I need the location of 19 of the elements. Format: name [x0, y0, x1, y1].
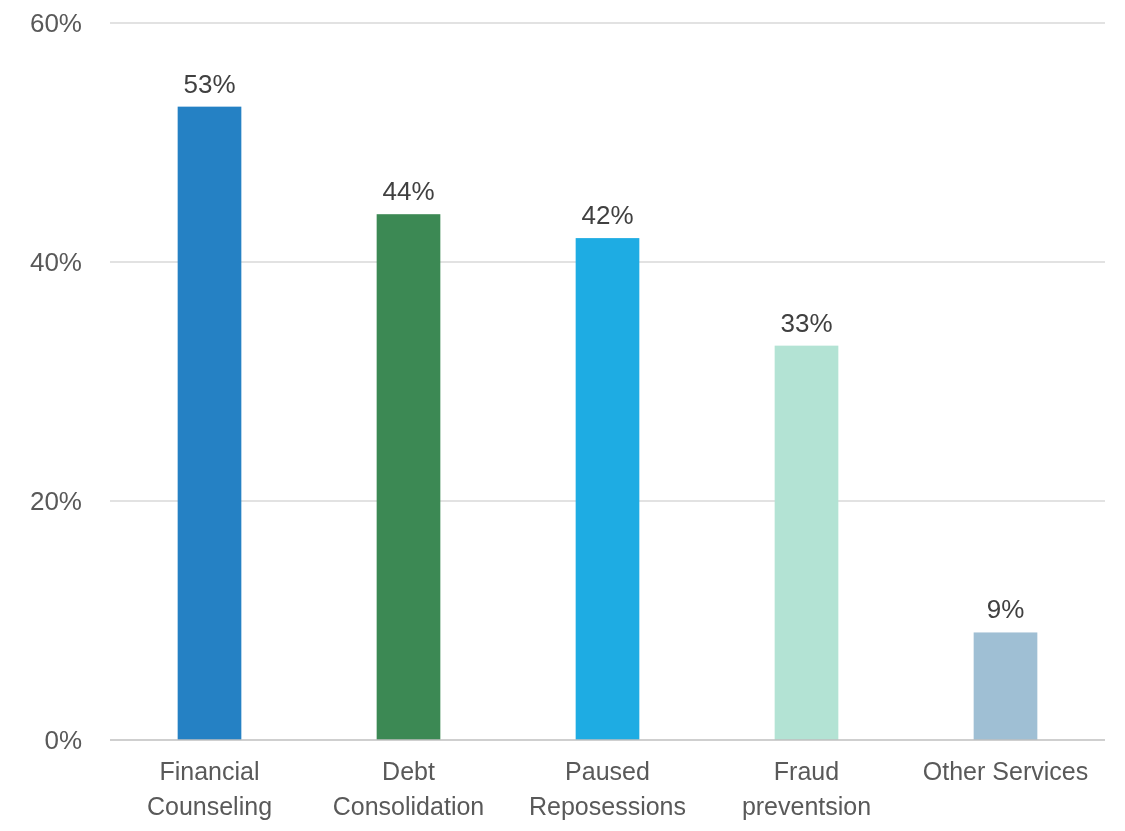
y-tick-label: 40% — [29, 247, 82, 278]
data-label: 42% — [581, 200, 634, 231]
x-tick-label: Fraud preventsion — [741, 757, 872, 820]
bar — [376, 214, 441, 740]
y-tick-label: 20% — [29, 486, 82, 517]
x-tick-label: Paused Reposessions — [528, 757, 687, 820]
y-tick-label: 60% — [29, 8, 82, 39]
bar — [575, 238, 640, 740]
data-label: 53% — [183, 68, 236, 99]
data-label: 44% — [382, 176, 435, 207]
bar — [177, 106, 242, 740]
x-tick-label: Financial Counseling — [146, 757, 273, 820]
x-tick-label: Other Services — [922, 757, 1089, 785]
x-tick-label: Debt Consolidation — [332, 757, 485, 820]
bar — [774, 345, 839, 740]
bar — [973, 632, 1038, 740]
data-label: 33% — [780, 307, 833, 338]
y-tick-label: 0% — [44, 725, 82, 756]
data-label: 9% — [986, 594, 1025, 625]
